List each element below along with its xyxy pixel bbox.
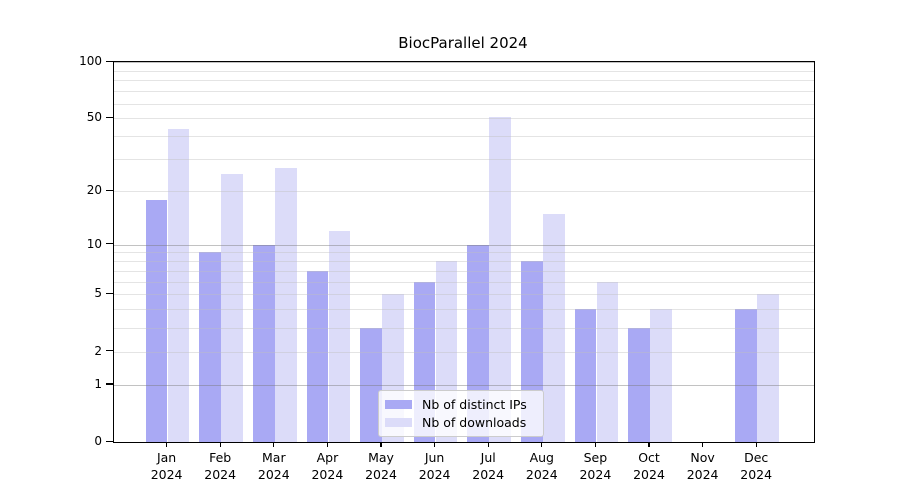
gridline-minor-70 — [114, 91, 814, 93]
gridline-major-10 — [114, 244, 814, 246]
gridline-major-1 — [114, 384, 814, 386]
x-tick-jul — [487, 442, 489, 447]
x-tick-label-dec: Dec 2024 — [740, 450, 773, 482]
legend-item-distinct-ips: Nb of distinct IPs — [385, 397, 539, 412]
x-tick-mar — [273, 442, 275, 447]
y-tick-label-100: 100 — [79, 54, 102, 68]
x-tick-sep — [594, 442, 597, 447]
bar-nb-of-downloads-dec — [757, 294, 779, 442]
gridline-minor-7 — [114, 270, 814, 272]
x-tick-label-jul: Jul 2024 — [472, 450, 505, 482]
bar-nb-of-distinct-ips-apr — [306, 270, 329, 442]
x-tick-label-may: May 2024 — [365, 450, 397, 482]
gridline-major-100 — [114, 62, 814, 63]
x-tick-label-mar: Mar 2024 — [257, 450, 290, 482]
y-tick-label-50: 50 — [86, 110, 102, 125]
plot-area — [113, 61, 815, 443]
bar-nb-of-distinct-ips-oct — [628, 327, 650, 442]
gridline-minor-60 — [114, 103, 814, 105]
chart-title: BiocParallel 2024 — [398, 34, 528, 52]
bar-nb-of-distinct-ips-jan — [145, 199, 168, 442]
y-tick-5 — [106, 292, 113, 295]
y-tick-label-0: 0 — [94, 434, 102, 448]
x-tick-label-sep: Sep 2024 — [579, 450, 612, 482]
x-tick-dec — [755, 442, 757, 447]
x-tick-oct — [648, 442, 650, 447]
x-tick-label-feb: Feb 2024 — [204, 450, 237, 482]
bar-nb-of-distinct-ips-sep — [574, 309, 597, 442]
bar-nb-of-downloads-mar — [275, 167, 297, 442]
x-tick-may — [380, 442, 382, 447]
x-tick-feb — [219, 442, 221, 447]
legend-swatch-distinct-ips — [385, 399, 412, 409]
gridline-minor-90 — [114, 70, 814, 72]
x-tick-label-jun: Jun 2024 — [418, 450, 451, 482]
gridline-minor-5 — [114, 294, 814, 296]
legend: Nb of distinct IPs Nb of downloads — [378, 390, 544, 437]
y-tick-10 — [106, 243, 113, 245]
x-tick-jun — [433, 442, 436, 447]
y-tick-0 — [106, 440, 113, 442]
bar-nb-of-downloads-apr — [328, 230, 351, 442]
bar-nb-of-downloads-sep — [596, 281, 619, 442]
gridline-minor-9 — [114, 252, 814, 254]
x-tick-label-oct: Oct 2024 — [633, 450, 665, 482]
gridline-minor-8 — [114, 261, 814, 263]
bar-nb-of-distinct-ips-mar — [253, 244, 275, 442]
y-tick-20 — [106, 189, 113, 192]
x-tick-label-aug: Aug 2024 — [525, 450, 558, 482]
x-tick-label-jan: Jan 2024 — [150, 450, 183, 482]
gridline-minor-2 — [114, 351, 814, 353]
legend-label-downloads: Nb of downloads — [422, 415, 527, 431]
bar-nb-of-downloads-jul — [489, 116, 511, 442]
x-tick-aug — [541, 442, 543, 447]
x-tick-jan — [165, 442, 168, 447]
gridline-minor-3 — [114, 327, 814, 329]
y-tick-label-10: 10 — [86, 236, 102, 251]
y-tick-2 — [106, 350, 113, 352]
x-tick-apr — [326, 442, 329, 447]
bar-nb-of-distinct-ips-feb — [199, 252, 221, 442]
bar-nb-of-downloads-aug — [543, 213, 565, 442]
y-tick-1 — [106, 383, 113, 385]
y-tick-label-2: 2 — [94, 343, 102, 358]
legend-item-downloads: Nb of downloads — [385, 415, 539, 430]
bar-nb-of-downloads-feb — [221, 173, 243, 442]
gridline-minor-80 — [114, 80, 814, 82]
y-tick-label-1: 1 — [94, 376, 102, 391]
bar-nb-of-distinct-ips-dec — [735, 309, 757, 442]
x-tick-label-nov: Nov 2024 — [686, 450, 719, 482]
bar-nb-of-downloads-jan — [167, 128, 190, 442]
bar-nb-of-downloads-oct — [650, 309, 672, 442]
y-tick-50 — [106, 116, 113, 119]
gridline-minor-6 — [114, 281, 814, 283]
y-tick-label-20: 20 — [86, 183, 102, 198]
gridline-minor-20 — [114, 191, 814, 193]
legend-swatch-downloads — [385, 418, 412, 428]
gridline-minor-4 — [114, 309, 814, 311]
y-tick-label-5: 5 — [94, 286, 102, 301]
bar-nb-of-distinct-ips-may — [360, 327, 382, 442]
gridline-minor-30 — [114, 159, 814, 161]
legend-label-distinct-ips: Nb of distinct IPs — [422, 396, 527, 412]
gridline-minor-50 — [114, 118, 814, 120]
x-tick-nov — [701, 442, 704, 447]
gridline-minor-40 — [114, 136, 814, 138]
x-tick-label-apr: Apr 2024 — [311, 450, 344, 482]
y-tick-100 — [106, 60, 113, 62]
